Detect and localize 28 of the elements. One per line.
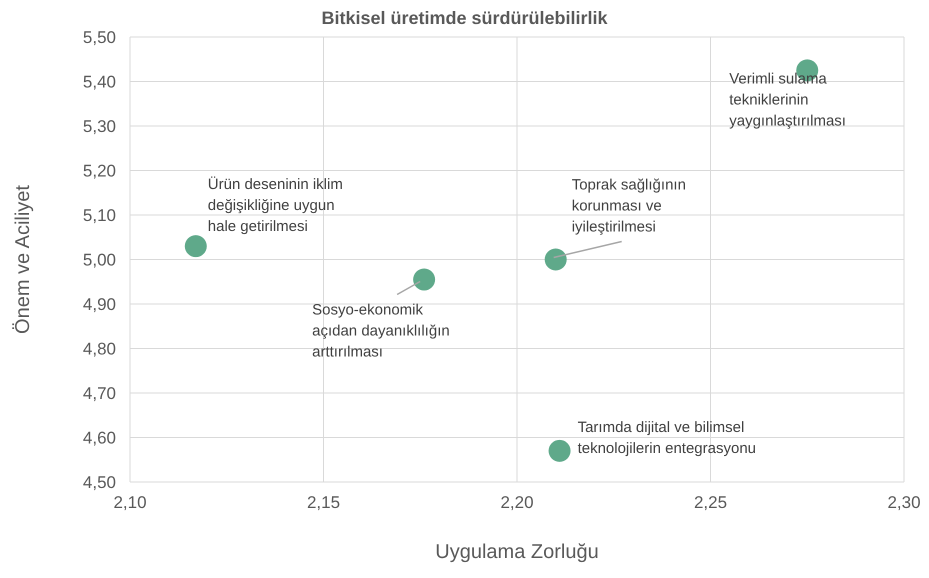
annotation: Toprak sağlığının korunması ve iyileştirilmesi [572, 176, 686, 236]
y-tick-label: 5,30 [82, 117, 116, 136]
y-tick-label: 5,40 [82, 72, 116, 92]
y-tick-label: 5,00 [82, 250, 116, 270]
annotation: Sosyo-ekonomik açıdan dayanıklılığın arttırılması [312, 302, 450, 361]
x-tick-label: 2,10 [113, 493, 147, 512]
annotation: Verimli sulama tekniklerinin yaygınlaştırılması [729, 70, 846, 130]
y-tick-label: 4,50 [82, 473, 116, 492]
y-tick-label: 4,70 [82, 384, 116, 404]
point [184, 235, 207, 258]
x-axis-title: Uygulama Zorluğu [435, 541, 599, 563]
y-axis-title: Önem ve Aciliyet [12, 184, 34, 334]
y-tick-label: 5,50 [82, 28, 116, 48]
point [544, 248, 567, 270]
point [548, 440, 571, 462]
x-tick-label: 2,15 [306, 493, 340, 512]
y-tick-label: 4,80 [82, 340, 116, 359]
y-tick-label: 5,20 [82, 162, 116, 181]
x-tick-label: 2,25 [694, 493, 728, 512]
y-tick-label: 4,60 [82, 428, 116, 448]
y-tick-label: 4,90 [82, 295, 116, 314]
annotation: Ürün deseninin iklim değişikliğine uygun hale getirilmesi [208, 176, 343, 236]
annotation: Tarımda dijital ve bilimsel teknolojilerin entegrasyonu [578, 418, 756, 457]
chart-title: Bitkisel üretimde sürdürülebilirlik [320, 8, 609, 28]
y-tick-label: 5,10 [82, 206, 116, 226]
point [413, 268, 436, 291]
x-tick-label: 2,20 [500, 493, 534, 512]
x-tick-label: 2,30 [887, 493, 921, 512]
